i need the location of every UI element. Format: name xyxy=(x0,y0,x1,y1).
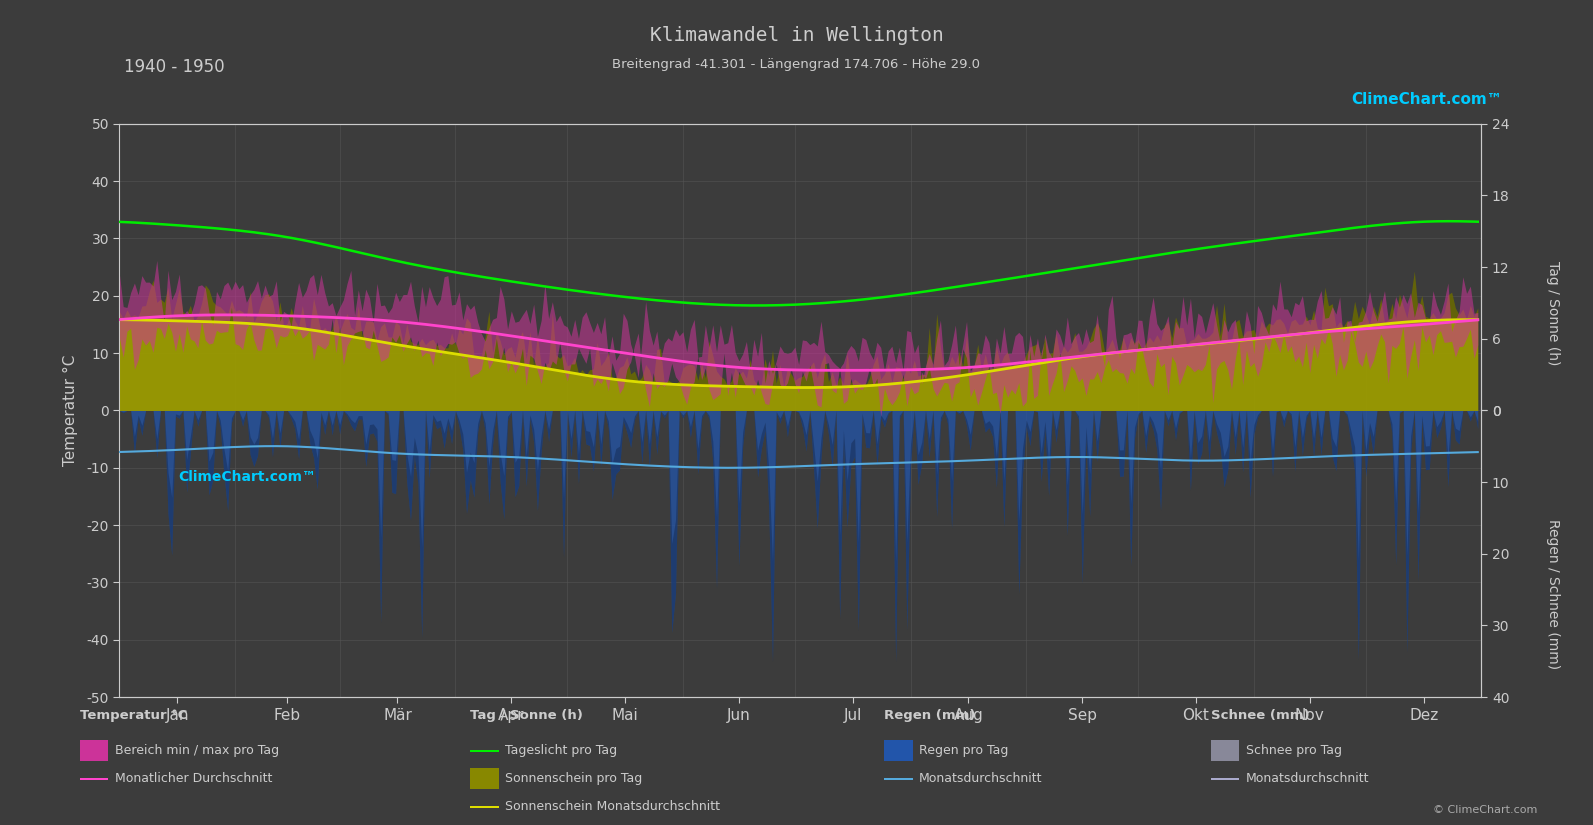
Text: ClimeChart.com™: ClimeChart.com™ xyxy=(1351,92,1502,107)
Text: Regen / Schnee (mm): Regen / Schnee (mm) xyxy=(1547,519,1560,669)
Text: Regen pro Tag: Regen pro Tag xyxy=(919,744,1008,757)
Text: Tageslicht pro Tag: Tageslicht pro Tag xyxy=(505,744,616,757)
Text: Monatsdurchschnitt: Monatsdurchschnitt xyxy=(1246,772,1370,785)
Text: Sonnenschein pro Tag: Sonnenschein pro Tag xyxy=(505,772,642,785)
Text: 1940 - 1950: 1940 - 1950 xyxy=(124,58,225,76)
Text: Schnee (mm): Schnee (mm) xyxy=(1211,710,1309,723)
Text: Monatsdurchschnitt: Monatsdurchschnitt xyxy=(919,772,1043,785)
Y-axis label: Temperatur °C: Temperatur °C xyxy=(64,355,78,466)
Text: Temperatur °C: Temperatur °C xyxy=(80,710,186,723)
Text: Schnee pro Tag: Schnee pro Tag xyxy=(1246,744,1341,757)
Text: Regen (mm): Regen (mm) xyxy=(884,710,975,723)
Text: Klimawandel in Wellington: Klimawandel in Wellington xyxy=(650,26,943,45)
Text: Sonnenschein Monatsdurchschnitt: Sonnenschein Monatsdurchschnitt xyxy=(505,800,720,813)
Text: Bereich min / max pro Tag: Bereich min / max pro Tag xyxy=(115,744,279,757)
Text: Breitengrad -41.301 - Längengrad 174.706 - Höhe 29.0: Breitengrad -41.301 - Längengrad 174.706… xyxy=(612,58,981,71)
Text: Tag / Sonne (h): Tag / Sonne (h) xyxy=(470,710,583,723)
Text: Monatlicher Durchschnitt: Monatlicher Durchschnitt xyxy=(115,772,272,785)
Text: ClimeChart.com™: ClimeChart.com™ xyxy=(178,470,317,484)
Text: Tag / Sonne (h): Tag / Sonne (h) xyxy=(1547,262,1560,365)
Text: © ClimeChart.com: © ClimeChart.com xyxy=(1432,805,1537,815)
